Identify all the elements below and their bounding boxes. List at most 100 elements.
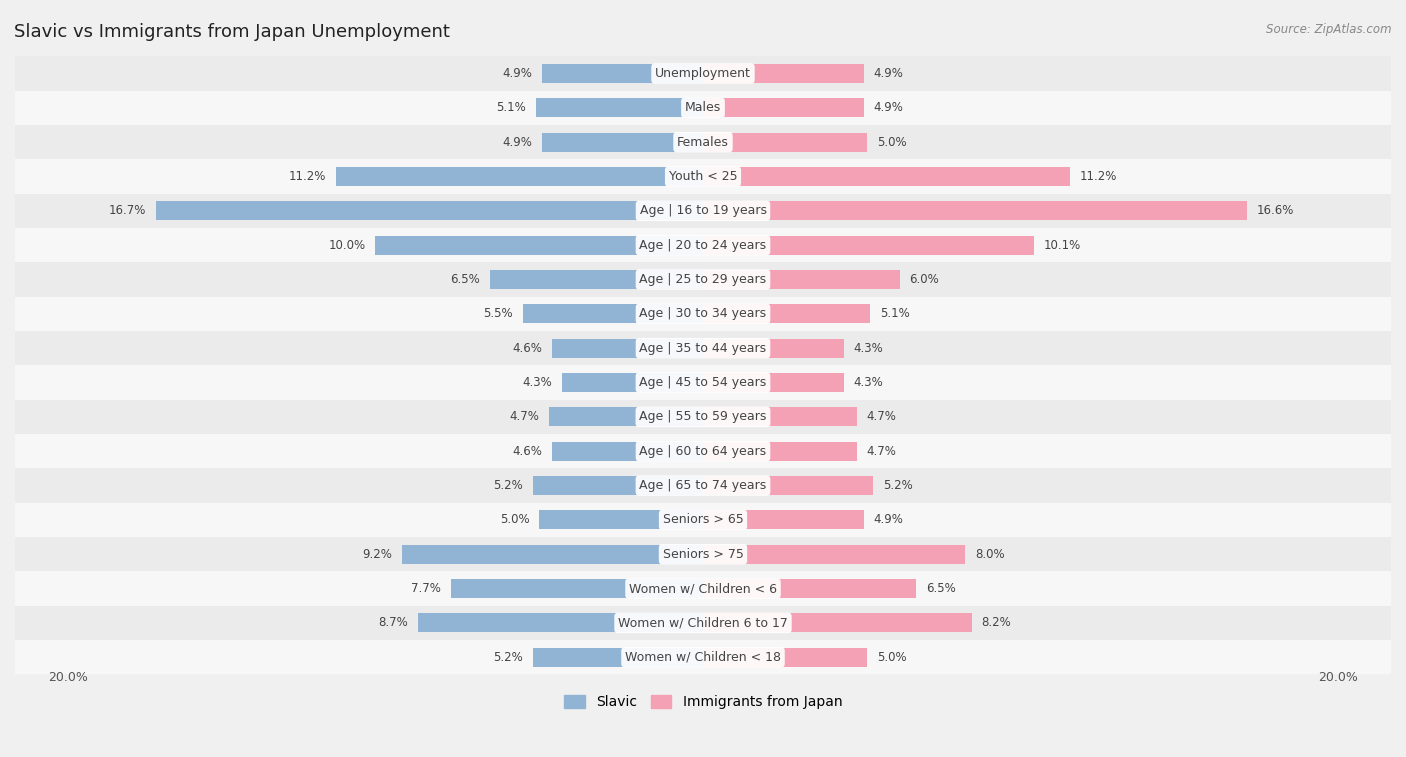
Text: 4.7%: 4.7% [868,444,897,458]
Bar [703,545,965,564]
Bar [0,469,1406,503]
Bar [536,98,703,117]
Bar [553,338,703,357]
Text: 6.0%: 6.0% [910,273,939,286]
Bar [0,366,1406,400]
Text: Males: Males [685,101,721,114]
Text: Age | 60 to 64 years: Age | 60 to 64 years [640,444,766,458]
Text: 4.9%: 4.9% [503,136,533,148]
Bar [0,400,1406,434]
Text: 6.5%: 6.5% [450,273,481,286]
Bar [0,125,1406,159]
Text: 5.0%: 5.0% [499,513,530,526]
Bar [543,64,703,83]
Bar [336,167,703,186]
Bar [562,373,703,392]
Text: Age | 65 to 74 years: Age | 65 to 74 years [640,479,766,492]
Text: 4.3%: 4.3% [853,376,883,389]
Text: 4.9%: 4.9% [503,67,533,80]
Bar [543,132,703,151]
Text: 7.7%: 7.7% [411,582,441,595]
Bar [703,338,844,357]
Text: 5.0%: 5.0% [876,651,907,664]
Text: 8.7%: 8.7% [378,616,408,629]
Text: 4.6%: 4.6% [513,341,543,355]
Text: Females: Females [678,136,728,148]
Text: Age | 30 to 34 years: Age | 30 to 34 years [640,307,766,320]
Text: 4.3%: 4.3% [853,341,883,355]
Bar [703,132,868,151]
Bar [703,613,972,632]
Bar [0,606,1406,640]
Bar [0,331,1406,366]
Text: 9.2%: 9.2% [361,548,392,561]
Text: 10.0%: 10.0% [329,238,366,251]
Text: 4.9%: 4.9% [873,67,903,80]
Text: 4.9%: 4.9% [873,513,903,526]
Bar [553,442,703,461]
Bar [0,572,1406,606]
Text: Seniors > 65: Seniors > 65 [662,513,744,526]
Bar [533,476,703,495]
Bar [0,159,1406,194]
Text: 5.1%: 5.1% [496,101,526,114]
Bar [0,297,1406,331]
Text: 4.7%: 4.7% [868,410,897,423]
Bar [491,270,703,289]
Bar [703,373,844,392]
Text: 5.0%: 5.0% [876,136,907,148]
Bar [156,201,703,220]
Text: 8.2%: 8.2% [981,616,1011,629]
Text: Age | 20 to 24 years: Age | 20 to 24 years [640,238,766,251]
Bar [402,545,703,564]
Bar [418,613,703,632]
Text: Age | 55 to 59 years: Age | 55 to 59 years [640,410,766,423]
Text: 11.2%: 11.2% [1080,170,1118,183]
Bar [703,270,900,289]
Text: 6.5%: 6.5% [925,582,956,595]
Text: 20.0%: 20.0% [1319,671,1358,684]
Text: Youth < 25: Youth < 25 [669,170,737,183]
Legend: Slavic, Immigrants from Japan: Slavic, Immigrants from Japan [558,690,848,715]
Bar [703,201,1247,220]
Text: 4.6%: 4.6% [513,444,543,458]
Bar [703,476,873,495]
Bar [703,304,870,323]
Text: 10.1%: 10.1% [1043,238,1081,251]
Text: 16.7%: 16.7% [108,204,146,217]
Text: 20.0%: 20.0% [48,671,87,684]
Text: Unemployment: Unemployment [655,67,751,80]
Bar [0,537,1406,572]
Bar [0,263,1406,297]
Text: 4.3%: 4.3% [523,376,553,389]
Text: Women w/ Children < 6: Women w/ Children < 6 [628,582,778,595]
Text: 5.2%: 5.2% [494,651,523,664]
Bar [703,235,1033,254]
Text: Women w/ Children 6 to 17: Women w/ Children 6 to 17 [619,616,787,629]
Bar [703,648,868,667]
Text: 4.9%: 4.9% [873,101,903,114]
Text: 5.5%: 5.5% [484,307,513,320]
Bar [0,434,1406,469]
Text: Slavic vs Immigrants from Japan Unemployment: Slavic vs Immigrants from Japan Unemploy… [14,23,450,41]
Text: Age | 35 to 44 years: Age | 35 to 44 years [640,341,766,355]
Text: Age | 16 to 19 years: Age | 16 to 19 years [640,204,766,217]
Text: Seniors > 75: Seniors > 75 [662,548,744,561]
Bar [703,98,863,117]
Bar [533,648,703,667]
Bar [703,510,863,529]
Text: Source: ZipAtlas.com: Source: ZipAtlas.com [1267,23,1392,36]
Bar [0,503,1406,537]
Bar [0,194,1406,228]
Bar [538,510,703,529]
Bar [703,579,915,598]
Text: Age | 45 to 54 years: Age | 45 to 54 years [640,376,766,389]
Bar [548,407,703,426]
Bar [703,167,1070,186]
Text: 5.1%: 5.1% [880,307,910,320]
Bar [703,442,858,461]
Bar [375,235,703,254]
Text: 5.2%: 5.2% [883,479,912,492]
Bar [0,56,1406,91]
Bar [703,407,858,426]
